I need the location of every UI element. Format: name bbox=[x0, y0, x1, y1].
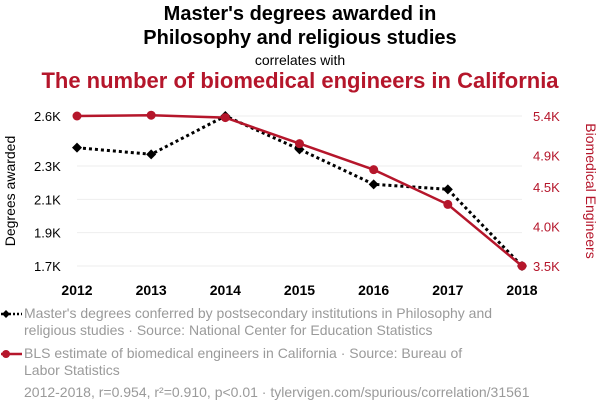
data-point-degrees bbox=[368, 179, 379, 190]
data-point-engineers bbox=[295, 139, 304, 149]
legend-item-degrees: Master's degrees conferred by postsecond… bbox=[1, 305, 544, 339]
data-point-engineers bbox=[220, 113, 230, 123]
x-tick-label: 2018 bbox=[506, 282, 537, 298]
data-point-engineers bbox=[369, 165, 379, 175]
data-point-engineers bbox=[443, 199, 453, 209]
x-tick-label: 2017 bbox=[432, 282, 463, 298]
data-point-degrees bbox=[72, 142, 82, 153]
data-point-degrees bbox=[442, 184, 453, 195]
legend-swatch-engineers bbox=[1, 350, 22, 358]
series-line-degrees bbox=[76, 114, 524, 268]
x-tick-label: 2015 bbox=[284, 282, 315, 298]
right-axis-title: Biomedical Engineers bbox=[583, 123, 599, 258]
right-tick-label: 3.5K bbox=[533, 259, 560, 274]
legend-label-engineers: BLS estimate of biomedical engineers in … bbox=[24, 345, 463, 378]
left-tick-label: 1.7K bbox=[34, 259, 61, 274]
legend-item-engineers: BLS estimate of biomedical engineers in … bbox=[1, 345, 494, 379]
left-tick-label: 2.6K bbox=[34, 109, 61, 124]
data-point-engineers bbox=[72, 111, 82, 121]
x-tick-label: 2014 bbox=[210, 282, 241, 298]
right-tick-label: 4.0K bbox=[533, 220, 560, 235]
data-point-engineers bbox=[146, 110, 156, 120]
chart-subtitle: The number of biomedical engineers in Ca… bbox=[41, 68, 559, 93]
legend-label-degrees: Master's degrees conferred by postsecond… bbox=[24, 305, 493, 338]
chart-title-line-2: Philosophy and religious studies bbox=[143, 27, 457, 49]
data-point-engineers bbox=[517, 261, 527, 271]
left-axis-title: Degrees awarded bbox=[2, 136, 18, 247]
x-tick-label: 2016 bbox=[358, 282, 389, 298]
chart-title-line-1: Master's degrees awarded in bbox=[163, 3, 437, 25]
chart-connector-text: correlates with bbox=[254, 52, 346, 68]
series-line-engineers bbox=[76, 113, 523, 267]
x-tick-label: 2013 bbox=[136, 282, 167, 298]
legend-swatch-degrees bbox=[1, 310, 22, 318]
left-tick-label: 2.1K bbox=[34, 192, 61, 207]
right-tick-label: 4.9K bbox=[533, 148, 560, 163]
left-tick-label: 1.9K bbox=[34, 226, 61, 241]
right-tick-label: 4.5K bbox=[533, 180, 560, 195]
right-tick-label: 5.4K bbox=[533, 109, 560, 124]
chart-footer: 2012-2018, r=0.954, r²=0.910, p<0.01 · t… bbox=[24, 384, 530, 400]
left-tick-label: 2.3K bbox=[34, 159, 61, 174]
data-point-degrees bbox=[146, 149, 157, 160]
x-tick-label: 2012 bbox=[61, 282, 92, 298]
